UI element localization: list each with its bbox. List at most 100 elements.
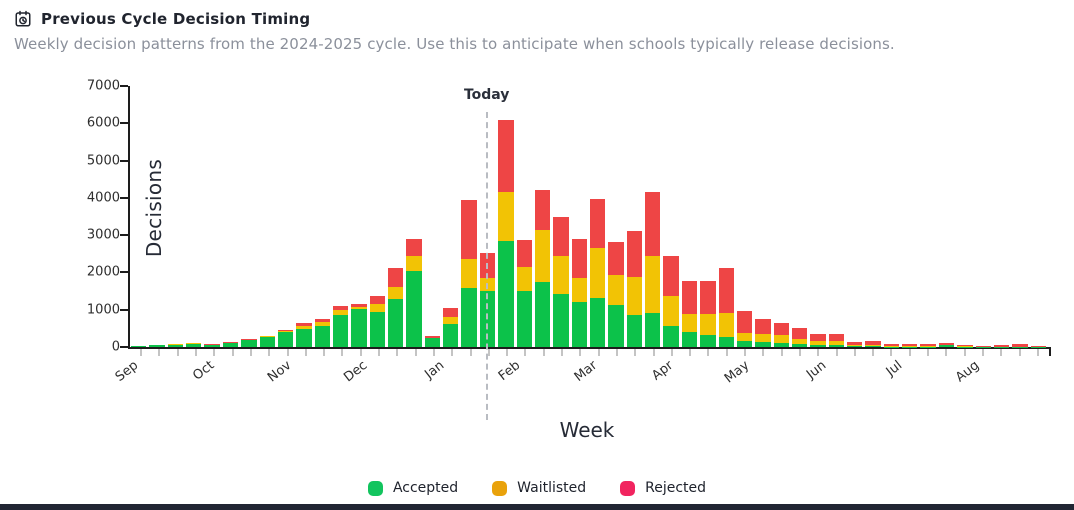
bar-segment-rejected[interactable] (424, 336, 441, 338)
bar-segment-rejected[interactable] (461, 200, 477, 259)
bar-week-42[interactable] (883, 86, 900, 347)
bar-segment-rejected[interactable] (351, 303, 367, 308)
bar-segment-rejected[interactable] (736, 311, 753, 334)
bar-segment-rejected[interactable] (314, 318, 330, 323)
bar-segment-accepted[interactable] (736, 341, 753, 347)
bar-segment-waitlisted[interactable] (810, 341, 826, 345)
bar-segment-waitlisted[interactable] (277, 330, 294, 333)
bar-week-35[interactable] (755, 86, 771, 347)
bar-segment-rejected[interactable] (296, 322, 312, 327)
bar-segment-accepted[interactable] (828, 344, 845, 347)
bar-segment-accepted[interactable] (131, 346, 147, 347)
bar-segment-accepted[interactable] (534, 282, 551, 347)
bar-segment-waitlisted[interactable] (534, 229, 551, 283)
bar-segment-waitlisted[interactable] (608, 275, 624, 305)
bar-segment-rejected[interactable] (920, 344, 936, 347)
bar-week-4[interactable] (186, 86, 202, 347)
bar-segment-waitlisted[interactable] (828, 341, 845, 345)
bar-segment-rejected[interactable] (1012, 344, 1028, 347)
bar-week-45[interactable] (938, 86, 955, 347)
bar-segment-rejected[interactable] (589, 199, 606, 249)
bar-segment-waitlisted[interactable] (388, 287, 404, 299)
bar-segment-accepted[interactable] (865, 346, 881, 347)
bar-week-38[interactable] (810, 86, 826, 347)
bar-segment-accepted[interactable] (755, 341, 771, 347)
bar-segment-waitlisted[interactable] (259, 336, 275, 337)
bar-segment-accepted[interactable] (332, 314, 349, 347)
bar-week-29[interactable] (645, 86, 661, 347)
bar-segment-rejected[interactable] (902, 343, 918, 347)
bar-segment-rejected[interactable] (516, 240, 532, 268)
bar-segment-accepted[interactable] (553, 294, 569, 347)
bar-segment-waitlisted[interactable] (369, 303, 386, 312)
bar-segment-accepted[interactable] (204, 344, 220, 347)
bar-segment-rejected[interactable] (406, 238, 422, 257)
bar-segment-accepted[interactable] (589, 298, 606, 347)
bar-segment-rejected[interactable] (1030, 345, 1046, 347)
bar-segment-accepted[interactable] (645, 313, 661, 347)
bar-week-3[interactable] (167, 86, 184, 347)
bar-week-50[interactable] (1030, 86, 1046, 347)
bar-week-25[interactable] (571, 86, 587, 347)
bar-segment-accepted[interactable] (700, 334, 716, 347)
legend-item-rejected[interactable]: Rejected (620, 480, 706, 496)
bar-week-30[interactable] (663, 86, 679, 347)
bar-week-46[interactable] (957, 86, 973, 347)
bar-segment-accepted[interactable] (938, 345, 955, 347)
bar-week-14[interactable] (369, 86, 386, 347)
bar-segment-accepted[interactable] (388, 298, 404, 347)
bar-week-24[interactable] (553, 86, 569, 347)
bar-segment-accepted[interactable] (167, 344, 184, 347)
bar-segment-waitlisted[interactable] (296, 326, 312, 329)
bar-segment-rejected[interactable] (938, 342, 955, 345)
bar-segment-waitlisted[interactable] (865, 344, 881, 347)
bar-week-13[interactable] (351, 86, 367, 347)
bar-segment-rejected[interactable] (865, 341, 881, 345)
bar-segment-accepted[interactable] (424, 338, 441, 347)
bar-week-2[interactable] (149, 86, 165, 347)
bar-week-37[interactable] (791, 86, 808, 347)
bar-segment-waitlisted[interactable] (241, 339, 257, 341)
bar-segment-rejected[interactable] (663, 256, 679, 297)
bar-segment-waitlisted[interactable] (571, 278, 587, 302)
bar-segment-rejected[interactable] (773, 322, 789, 336)
bar-segment-rejected[interactable] (975, 345, 991, 347)
bar-week-28[interactable] (626, 86, 643, 347)
bar-week-43[interactable] (902, 86, 918, 347)
bar-segment-accepted[interactable] (314, 326, 330, 347)
bar-segment-waitlisted[interactable] (186, 343, 202, 344)
bar-week-44[interactable] (920, 86, 936, 347)
bar-segment-rejected[interactable] (791, 328, 808, 340)
bar-segment-waitlisted[interactable] (736, 333, 753, 342)
bar-segment-waitlisted[interactable] (443, 317, 459, 324)
bar-week-17[interactable] (424, 86, 441, 347)
bar-segment-rejected[interactable] (828, 333, 845, 342)
bar-segment-waitlisted[interactable] (553, 256, 569, 295)
bar-week-41[interactable] (865, 86, 881, 347)
bar-segment-waitlisted[interactable] (773, 335, 789, 343)
bar-segment-waitlisted[interactable] (589, 248, 606, 299)
bar-segment-rejected[interactable] (700, 281, 716, 314)
bar-week-15[interactable] (388, 86, 404, 347)
bar-week-12[interactable] (332, 86, 349, 347)
bar-week-11[interactable] (314, 86, 330, 347)
bar-week-33[interactable] (718, 86, 734, 347)
bar-week-8[interactable] (259, 86, 275, 347)
bar-segment-waitlisted[interactable] (314, 322, 330, 327)
bar-segment-rejected[interactable] (332, 306, 349, 311)
bar-segment-waitlisted[interactable] (516, 267, 532, 292)
bar-segment-waitlisted[interactable] (351, 307, 367, 310)
bar-segment-accepted[interactable] (296, 328, 312, 347)
bar-segment-accepted[interactable] (718, 336, 734, 347)
bar-segment-waitlisted[interactable] (406, 256, 422, 272)
bar-segment-accepted[interactable] (773, 342, 789, 347)
bar-week-18[interactable] (443, 86, 459, 347)
bar-segment-rejected[interactable] (553, 217, 569, 257)
bar-segment-waitlisted[interactable] (938, 344, 955, 346)
bar-segment-accepted[interactable] (571, 301, 587, 347)
legend-item-accepted[interactable]: Accepted (367, 480, 458, 496)
bar-week-22[interactable] (516, 86, 532, 347)
bar-segment-waitlisted[interactable] (902, 346, 918, 347)
bar-segment-waitlisted[interactable] (700, 313, 716, 335)
bar-segment-waitlisted[interactable] (718, 313, 734, 337)
